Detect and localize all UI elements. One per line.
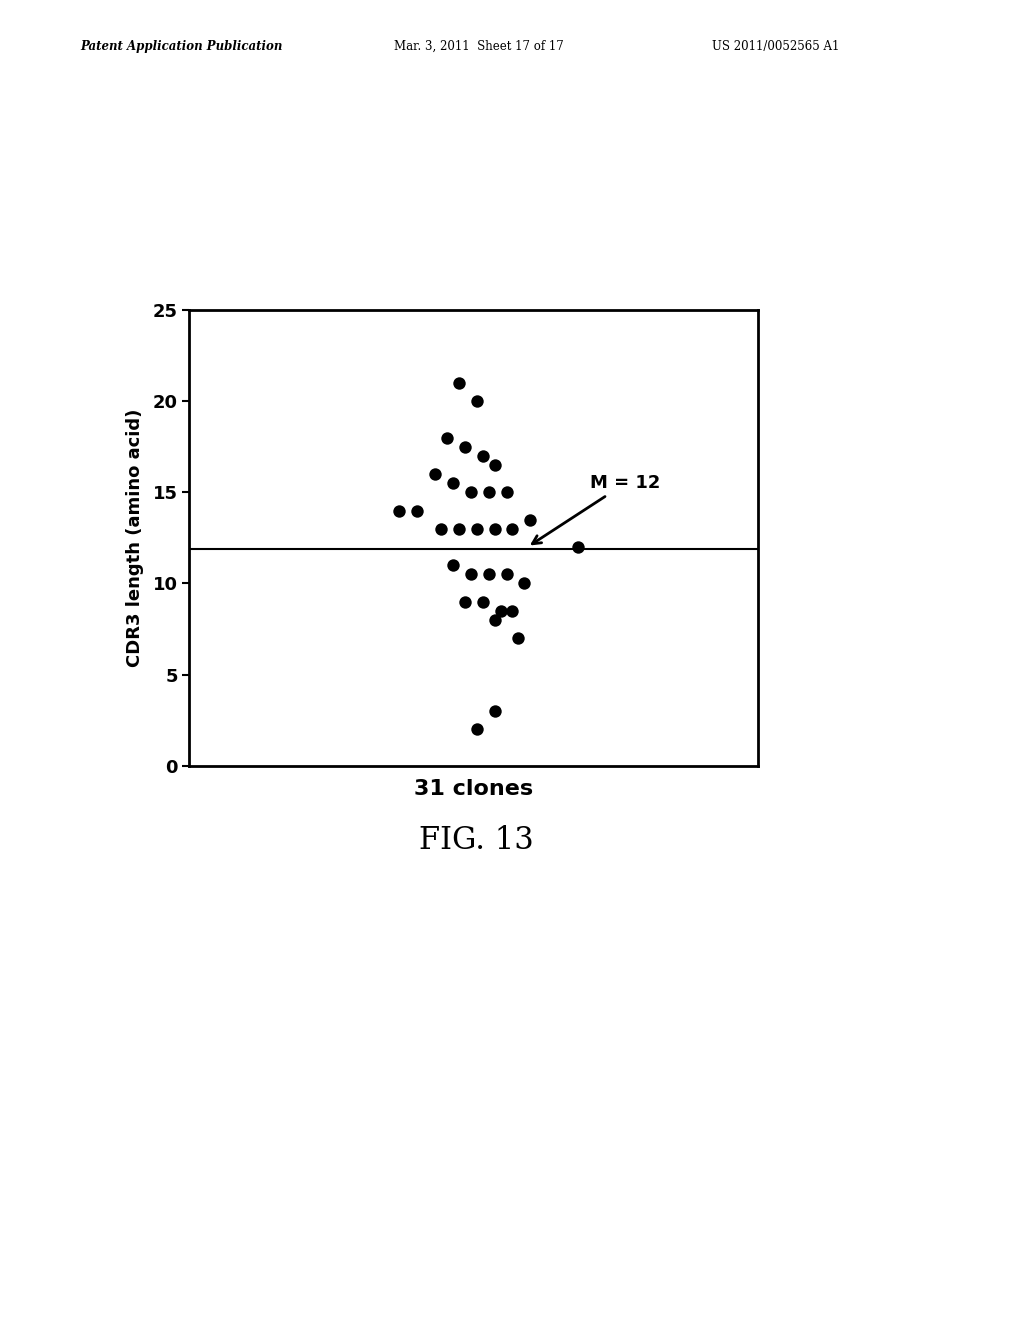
Point (468, 391, 484, 412)
Point (432, 519, 449, 540)
Text: US 2011/0052565 A1: US 2011/0052565 A1 (712, 40, 839, 53)
Point (468, 718, 484, 739)
Point (444, 554, 461, 576)
Point (451, 372, 467, 393)
Point (499, 482, 515, 503)
Point (499, 564, 515, 585)
Y-axis label: CDR3 length (amino acid): CDR3 length (amino acid) (126, 409, 144, 667)
Point (480, 564, 497, 585)
Text: Mar. 3, 2011  Sheet 17 of 17: Mar. 3, 2011 Sheet 17 of 17 (394, 40, 564, 53)
Point (444, 473, 461, 494)
Point (504, 519, 520, 540)
Point (474, 445, 490, 466)
Point (468, 519, 484, 540)
Point (457, 437, 473, 458)
Point (463, 564, 479, 585)
Point (516, 573, 532, 594)
X-axis label: 31 clones: 31 clones (414, 780, 534, 800)
Text: FIG. 13: FIG. 13 (419, 825, 534, 855)
Point (438, 428, 455, 449)
Point (427, 463, 443, 484)
Point (474, 591, 490, 612)
Text: M = 12: M = 12 (532, 474, 660, 544)
Point (570, 536, 587, 557)
Point (504, 601, 520, 622)
Point (451, 519, 467, 540)
Point (409, 500, 425, 521)
Point (486, 519, 503, 540)
Point (510, 627, 526, 648)
Point (480, 482, 497, 503)
Point (463, 482, 479, 503)
Point (486, 454, 503, 475)
Point (486, 610, 503, 631)
Text: Patent Application Publication: Patent Application Publication (80, 40, 283, 53)
Point (457, 591, 473, 612)
Point (390, 500, 407, 521)
Point (486, 701, 503, 722)
Point (522, 510, 539, 531)
Point (493, 601, 509, 622)
